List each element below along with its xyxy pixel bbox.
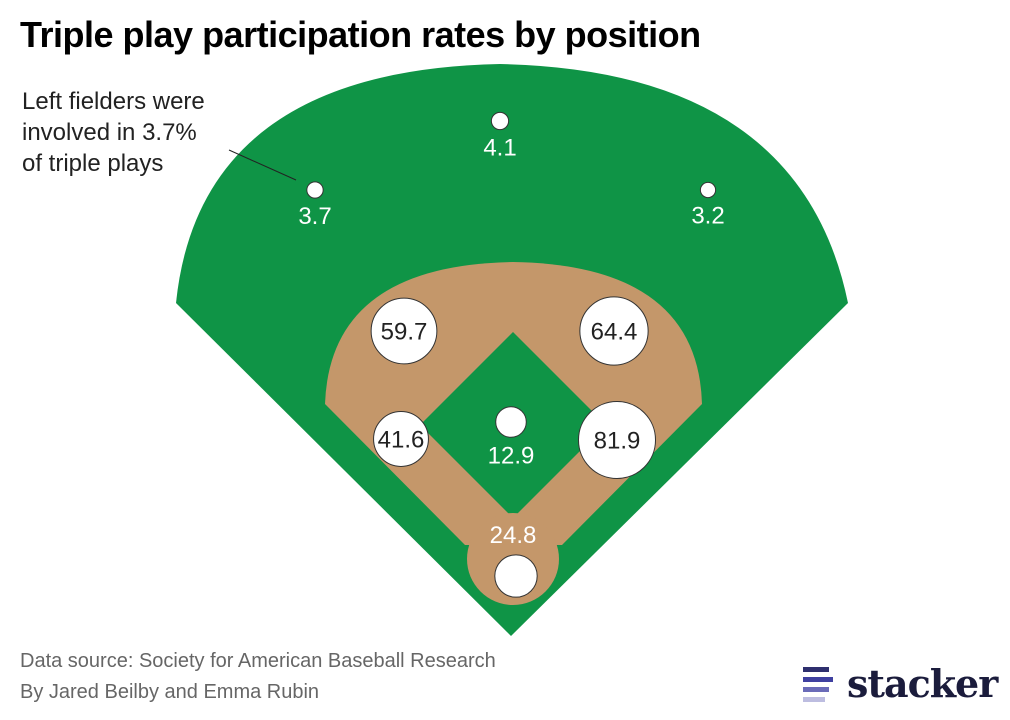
logo-bar [803, 677, 833, 682]
bubble-label-lf: 3.7 [298, 203, 331, 230]
annotation-note: Left fielders were involved in 3.7% of t… [22, 86, 282, 179]
logo-bar [803, 687, 829, 692]
bubble-2b [579, 296, 649, 366]
bubble-p [495, 406, 527, 438]
stacker-logo-icon [803, 665, 833, 703]
bubble-label-ss: 59.7 [381, 319, 428, 346]
logo-bar [803, 697, 825, 702]
bubble-ss [370, 297, 438, 365]
logo-bar [803, 667, 829, 672]
footer: Data source: Society for American Baseba… [20, 646, 496, 708]
bubble-label-cf: 4.1 [483, 135, 516, 162]
stacker-logo: stacker [803, 661, 998, 706]
bubble-c [494, 554, 538, 598]
bubble-3b [373, 411, 429, 467]
bubble-label-p: 12.9 [488, 442, 535, 469]
bubble-1b [578, 401, 656, 479]
annotation-leader-line [228, 149, 297, 181]
bubble-lf [306, 181, 324, 199]
bubble-cf [490, 111, 510, 131]
bubble-label-3b: 41.6 [378, 427, 425, 454]
chart-title: Triple play participation rates by posit… [20, 14, 701, 55]
byline: By Jared Beilby and Emma Rubin [20, 681, 320, 703]
stacker-wordmark: stacker [847, 661, 998, 706]
bubbles-layer: 3.7 4.1 3.2 59.7 64.4 41.6 81.9 12.9 24.8 [298, 111, 725, 598]
annotation-line: involved in 3.7% [22, 119, 197, 146]
bubble-label-1b: 81.9 [594, 428, 641, 455]
annotation-line: of triple plays [22, 150, 164, 177]
bubble-rf [699, 181, 717, 199]
data-source: Data source: Society for American Baseba… [20, 650, 496, 672]
annotation-line: Left fielders were [22, 88, 205, 115]
bubble-label-2b: 64.4 [591, 319, 638, 346]
bubble-label-c: 24.8 [490, 522, 537, 549]
bubble-label-rf: 3.2 [691, 203, 724, 230]
